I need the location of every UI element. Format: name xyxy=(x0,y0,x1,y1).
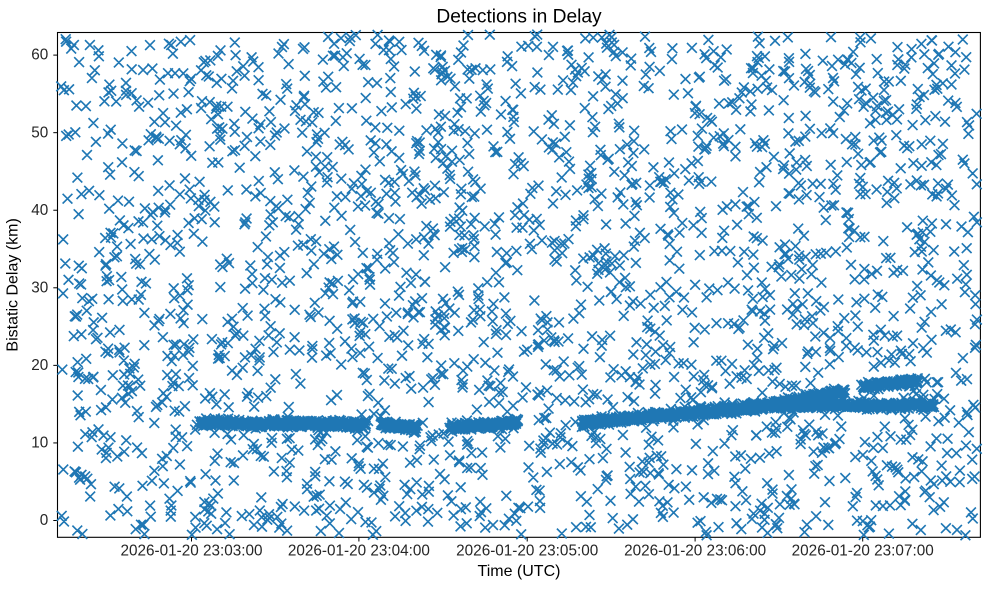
svg-text:20: 20 xyxy=(31,357,48,374)
svg-text:30: 30 xyxy=(31,279,48,296)
svg-text:10: 10 xyxy=(31,435,48,452)
svg-text:2026-01-20 23:05:00: 2026-01-20 23:05:00 xyxy=(456,543,598,560)
svg-text:60: 60 xyxy=(31,47,48,64)
svg-text:Detections in Delay: Detections in Delay xyxy=(436,7,602,28)
svg-text:40: 40 xyxy=(31,202,48,219)
svg-text:2026-01-20 23:07:00: 2026-01-20 23:07:00 xyxy=(792,543,934,560)
svg-text:2026-01-20 23:04:00: 2026-01-20 23:04:00 xyxy=(288,543,430,560)
svg-text:Bistatic Delay (km): Bistatic Delay (km) xyxy=(5,218,22,351)
svg-text:2026-01-20 23:03:00: 2026-01-20 23:03:00 xyxy=(120,543,262,560)
svg-text:50: 50 xyxy=(31,124,48,141)
svg-text:Time (UTC): Time (UTC) xyxy=(478,563,561,580)
svg-text:2026-01-20 23:06:00: 2026-01-20 23:06:00 xyxy=(624,543,766,560)
svg-text:0: 0 xyxy=(40,512,49,529)
